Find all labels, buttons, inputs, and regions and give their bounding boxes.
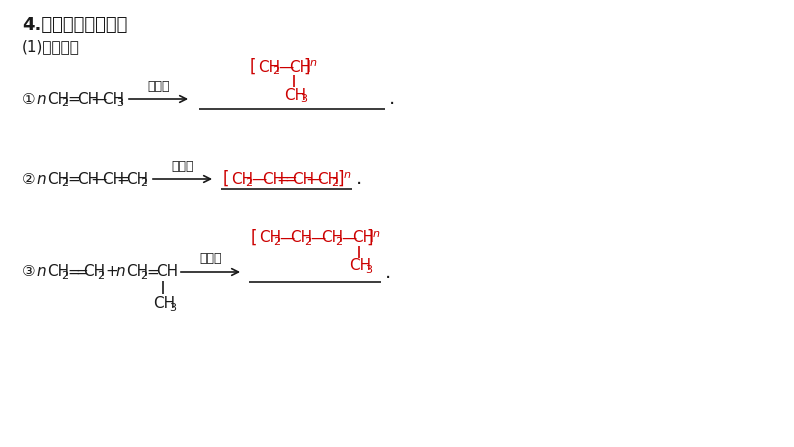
Text: CH: CH <box>352 231 374 245</box>
Text: =: = <box>67 172 79 186</box>
Text: =: = <box>146 265 159 279</box>
Text: 3: 3 <box>300 94 307 104</box>
Text: CH: CH <box>102 172 124 186</box>
Text: 催化剂: 催化剂 <box>172 160 194 173</box>
Text: CH: CH <box>126 172 148 186</box>
Text: [: [ <box>250 58 256 76</box>
Text: CH: CH <box>47 265 69 279</box>
Text: n: n <box>344 170 351 180</box>
Text: [: [ <box>251 229 257 247</box>
Text: n: n <box>36 92 45 106</box>
Text: =: = <box>67 92 79 106</box>
Text: —: — <box>278 59 293 75</box>
Text: —: — <box>310 231 326 245</box>
Text: CH: CH <box>290 231 312 245</box>
Text: —: — <box>279 231 295 245</box>
Text: 2: 2 <box>272 66 279 76</box>
Text: CH: CH <box>258 59 280 75</box>
Text: CH: CH <box>77 92 99 106</box>
Text: n: n <box>36 265 45 279</box>
Text: 2: 2 <box>61 178 68 188</box>
Text: 2: 2 <box>335 237 342 247</box>
Text: CH: CH <box>231 172 253 186</box>
Text: =: = <box>116 172 129 186</box>
Text: CH: CH <box>262 172 284 186</box>
Text: —: — <box>341 231 357 245</box>
Text: 3: 3 <box>116 98 123 108</box>
Text: CH: CH <box>156 265 178 279</box>
Text: +: + <box>105 265 118 279</box>
Text: 4.按要求完成方程式: 4.按要求完成方程式 <box>22 16 127 34</box>
Text: CH: CH <box>289 59 311 75</box>
Text: ②: ② <box>22 172 36 186</box>
Text: —: — <box>91 172 106 186</box>
Text: —: — <box>251 172 266 186</box>
Text: CH: CH <box>259 231 281 245</box>
Text: 2: 2 <box>140 271 147 281</box>
Text: CH: CH <box>153 296 175 312</box>
Text: ]: ] <box>303 58 310 76</box>
Text: .: . <box>389 89 395 109</box>
Text: 2: 2 <box>245 178 252 188</box>
Text: 催化剂: 催化剂 <box>147 80 170 93</box>
Text: 2: 2 <box>97 271 104 281</box>
Text: CH: CH <box>77 172 99 186</box>
Text: 2: 2 <box>331 178 338 188</box>
Text: CH: CH <box>47 172 69 186</box>
Text: ①: ① <box>22 92 36 106</box>
Text: =: = <box>284 172 297 186</box>
Text: —: — <box>306 172 322 186</box>
Text: ]: ] <box>337 170 344 188</box>
Text: ]: ] <box>366 229 372 247</box>
Text: =: = <box>276 172 289 186</box>
Text: n: n <box>373 229 380 239</box>
Text: =: = <box>67 265 79 279</box>
Text: .: . <box>385 262 391 282</box>
Text: n: n <box>115 265 125 279</box>
Text: .: . <box>356 169 362 189</box>
Text: CH: CH <box>349 258 371 274</box>
Text: CH: CH <box>284 88 306 102</box>
Text: 2: 2 <box>140 178 147 188</box>
Text: 3: 3 <box>365 265 372 275</box>
Text: n: n <box>36 172 45 186</box>
Text: 2: 2 <box>273 237 280 247</box>
Text: 催化剂: 催化剂 <box>199 253 222 266</box>
Text: 3: 3 <box>169 303 176 313</box>
Text: CH: CH <box>47 92 69 106</box>
Text: 2: 2 <box>61 271 68 281</box>
Text: CH: CH <box>292 172 314 186</box>
Text: CH: CH <box>83 265 105 279</box>
Text: CH: CH <box>102 92 124 106</box>
Text: n: n <box>310 58 317 68</box>
Text: =: = <box>75 265 88 279</box>
Text: 2: 2 <box>61 98 68 108</box>
Text: (1)加聚反应: (1)加聚反应 <box>22 39 80 55</box>
Text: CH: CH <box>321 231 343 245</box>
Text: [: [ <box>223 170 229 188</box>
Text: CH: CH <box>317 172 339 186</box>
Text: ③: ③ <box>22 265 36 279</box>
Text: 2: 2 <box>304 237 311 247</box>
Text: CH: CH <box>126 265 148 279</box>
Text: —: — <box>91 92 106 106</box>
